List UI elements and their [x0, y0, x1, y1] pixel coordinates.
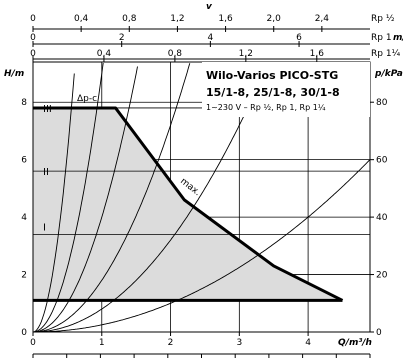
top-scale-rp-half-unit: Rp ½	[371, 14, 395, 24]
chart-subtitle-voltage: 1~230 V – Rp ½, Rp 1, Rp 1¼	[206, 103, 326, 112]
system-curves	[32, 62, 371, 333]
top-scale-rp1-ticks: 0 2 4 6	[30, 33, 302, 47]
chart-title: Wilo-Varios PICO-STG	[206, 69, 338, 82]
top-tick-label: 0	[30, 14, 36, 24]
top-tick-label: 6	[296, 33, 302, 43]
y-axis-label: H/m	[4, 69, 24, 79]
mode-label-ii: II	[43, 167, 49, 178]
x-tick-label: 0	[30, 338, 36, 348]
y-tick-label: 2	[21, 271, 27, 281]
right-tick-label: 0	[376, 328, 382, 338]
top-tick-label: 0,4	[97, 49, 112, 59]
plot-frame	[32, 61, 371, 333]
x-axis-label: Q/m³/h	[338, 338, 372, 348]
dp-c-label: Δp-c	[77, 94, 97, 104]
series-max-curve	[33, 106, 344, 302]
y-axis-ticks: 0 2 4 6 8	[21, 98, 27, 338]
y-tick-label: 8	[21, 98, 27, 108]
right-tick-label: 40	[376, 213, 388, 223]
system-curve	[32, 62, 104, 333]
top-scale-rp-half-ticks: 0 0,4 0,8 1,2 1,6 2,0 2,4	[30, 14, 329, 32]
system-curve	[33, 63, 269, 333]
top-scales: 0 0,4 0,8 1,2 1,6 2,0 2,4 0 2 4 6 0 0,4 0,8 1,2 1,6 R…	[30, 2, 403, 62]
top-tick-label: 0,8	[122, 14, 137, 24]
y-tick-label: 0	[21, 328, 27, 338]
x-tick-label: 2	[168, 338, 174, 348]
top-axis-unit: m/s	[393, 33, 403, 43]
top-scale-rp1quarter-ticks: 0 0,4 0,8 1,2 1,6	[30, 49, 324, 62]
system-curve	[32, 73, 75, 333]
top-tick-label: 1,6	[218, 14, 233, 24]
x-tick-label: 4	[305, 338, 311, 348]
top-tick-label: 0	[30, 33, 36, 43]
top-axis-var: v	[206, 2, 213, 12]
top-tick-label: 4	[208, 33, 214, 43]
top-tick-label: 2,0	[267, 14, 282, 24]
right-axis-ticks: 0 20 40 60 80	[370, 98, 388, 338]
top-tick-label: 0,4	[74, 14, 89, 24]
chart-subtitle-models: 15/1-8, 25/1-8, 30/1-8	[206, 86, 340, 99]
right-tick-label: 80	[376, 98, 388, 108]
top-tick-label: 2	[119, 33, 125, 43]
right-tick-label: 60	[376, 156, 388, 166]
top-scale-rp1quarter-unit: Rp 1¼	[371, 49, 401, 59]
mode-label-iii: III	[43, 104, 52, 115]
x-axis-ticks: 0 1 2 3 4	[30, 332, 311, 348]
top-tick-label: 0,8	[168, 49, 183, 59]
title-box	[202, 62, 370, 117]
top-tick-label: 1,2	[239, 49, 253, 59]
right-axis-label: p/kPa	[374, 69, 403, 79]
y-tick-label: 4	[21, 213, 27, 223]
top-tick-label: 2,4	[315, 14, 330, 24]
top-tick-label: 0	[30, 49, 36, 59]
x-tick-label: 3	[236, 338, 242, 348]
right-tick-label: 20	[376, 271, 388, 281]
mode-label-i: I	[43, 222, 46, 233]
x-tick-label: 1	[99, 338, 105, 348]
top-tick-label: 1,2	[170, 14, 184, 24]
system-curve	[33, 63, 191, 333]
top-tick-label: 1,6	[310, 49, 325, 59]
bottom-scale-ticks	[32, 354, 371, 358]
system-curve	[33, 159, 371, 333]
system-curve	[33, 66, 138, 333]
top-scale-rp1-unit: Rp 1	[371, 33, 392, 43]
y-tick-label: 6	[21, 156, 27, 166]
